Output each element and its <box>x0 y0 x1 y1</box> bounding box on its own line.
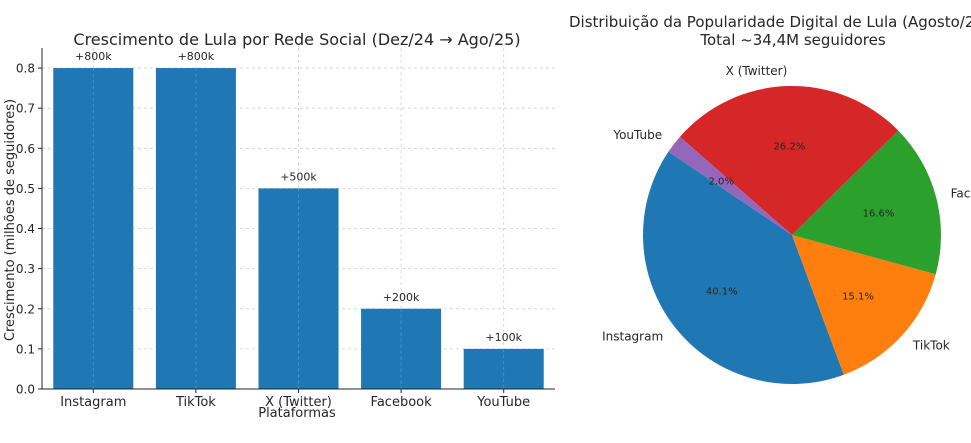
pie-slice-label: X (Twitter) <box>726 64 788 78</box>
pie-pct-label: 15.1% <box>842 291 874 302</box>
pie-slice-facebook <box>792 130 941 275</box>
bar-chart-title: Crescimento de Lula por Rede Social (Dez… <box>73 30 520 49</box>
bar-ytick-label: 0.0 <box>16 383 35 397</box>
pie-slice-label: YouTube <box>612 128 662 142</box>
bar-xtick-label: YouTube <box>476 395 530 410</box>
bar-ytick-label: 0.8 <box>16 62 35 76</box>
bar-xtick-label: TikTok <box>175 395 216 410</box>
bar-ytick-label: 0.6 <box>16 142 35 156</box>
pie-slice-tiktok <box>792 235 936 375</box>
bar-data-label: +800k <box>178 50 215 63</box>
bar-chart-ylabel: Crescimento (milhões de seguidores) <box>3 99 18 341</box>
pie-pct-label: 16.6% <box>863 208 895 219</box>
bar-data-label: +100k <box>485 331 522 344</box>
bar-facebook <box>361 308 442 389</box>
bar-chart-xlabel: Plataformas <box>258 406 336 421</box>
pie-slice-label: Facebook <box>951 187 971 201</box>
bar-data-label: +200k <box>383 291 420 304</box>
bar-ytick-label: 0.2 <box>16 302 35 316</box>
bar-ytick-label: 0.5 <box>16 182 35 196</box>
bar-ytick-label: 0.7 <box>16 102 35 116</box>
pie-chart-title: Distribuição da Popularidade Digital de … <box>569 13 971 31</box>
pie-pct-label: 2.0% <box>708 176 733 187</box>
pie-slice-x-twitter <box>679 86 899 235</box>
bar-youtube <box>463 348 544 389</box>
bar-xtick-label: Instagram <box>60 395 126 410</box>
bar-tiktok <box>155 68 236 389</box>
pie-group: 40.1% Instagram 15.1% TikTok 16.6% Facebook 26… <box>602 64 971 385</box>
bar-data-label: +500k <box>280 170 317 183</box>
bar-ytick-label: 0.3 <box>16 262 35 276</box>
pie-slice-label: Instagram <box>602 329 663 343</box>
bar-data-label: +800k <box>75 50 112 63</box>
bar-instagram <box>53 68 134 389</box>
pie-slice-youtube <box>668 136 792 235</box>
bar-xtick-label: X (Twitter) <box>265 395 332 410</box>
pie-slice-instagram <box>643 151 844 385</box>
bar-group: +800k +800k +500k +200k +100k <box>53 50 544 389</box>
bar-ytick-label: 0.4 <box>16 222 35 236</box>
bar-axes: 0.0 0.1 0.2 0.3 0.4 0.5 0.6 0.7 0.8 Instagram TikT… <box>16 48 555 410</box>
bar-x-twitter <box>258 188 339 389</box>
pie-pct-label: 26.2% <box>774 142 806 153</box>
pie-chart-subtitle: Total ~34,4M seguidores <box>699 31 885 49</box>
bar-ytick-label: 0.1 <box>16 342 35 356</box>
pie-pct-label: 40.1% <box>706 286 738 297</box>
pie-slice-label: TikTok <box>912 339 950 353</box>
bar-xtick-label: Facebook <box>371 395 433 410</box>
